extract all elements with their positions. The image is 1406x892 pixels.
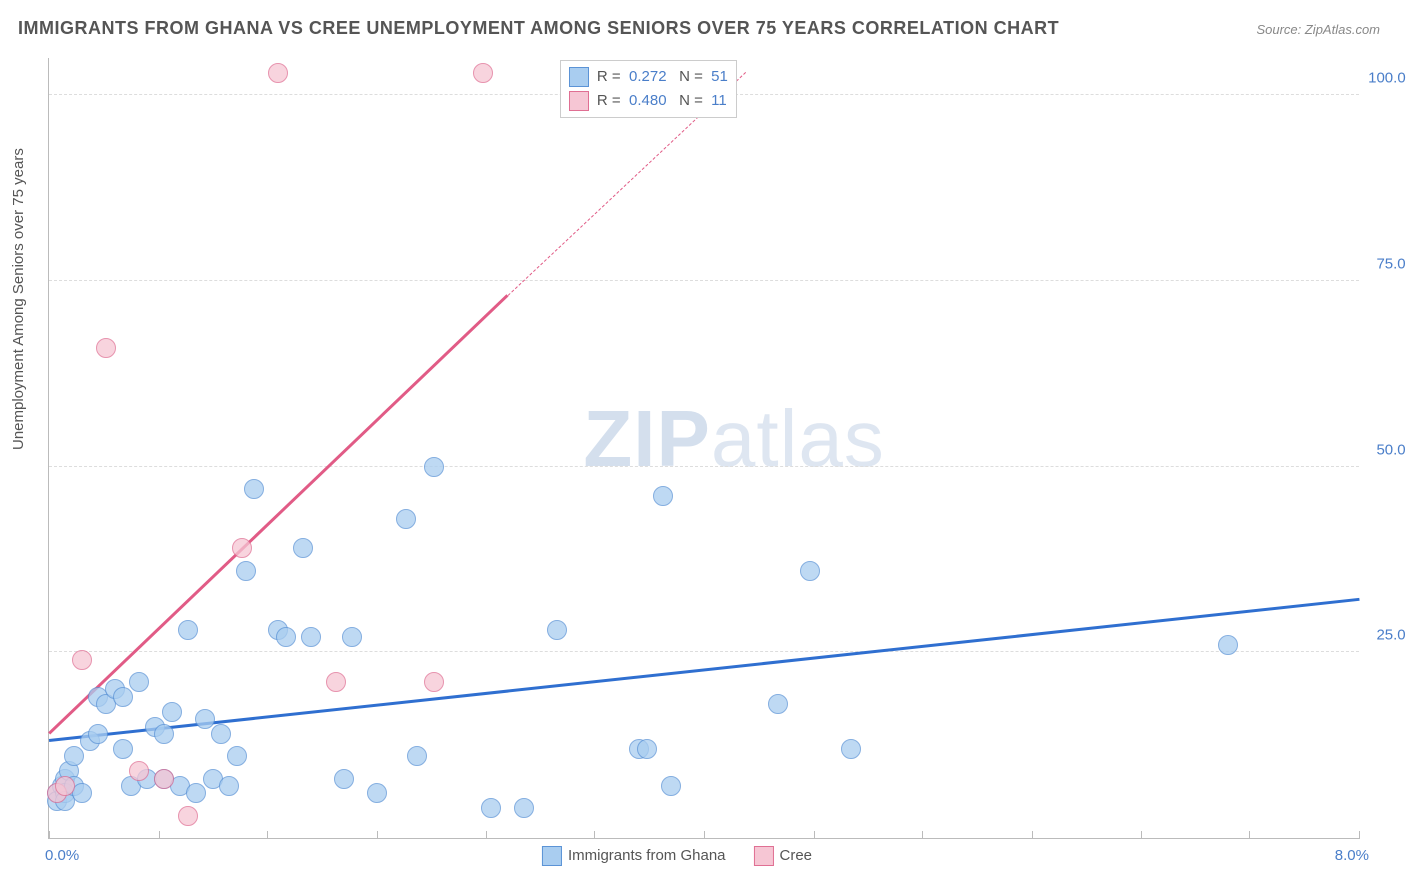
data-point bbox=[72, 650, 92, 670]
y-tick-label: 25.0% bbox=[1376, 627, 1406, 644]
data-point bbox=[88, 724, 108, 744]
data-point bbox=[293, 538, 313, 558]
data-point bbox=[342, 627, 362, 647]
data-point bbox=[178, 806, 198, 826]
x-tick bbox=[159, 831, 160, 839]
scatter-plot-area: ZIPatlas 25.0%50.0%75.0%100.0%0.0%8.0%R … bbox=[48, 58, 1359, 839]
trend-line bbox=[49, 598, 1359, 742]
data-point bbox=[396, 509, 416, 529]
data-point bbox=[154, 769, 174, 789]
x-tick bbox=[267, 831, 268, 839]
data-point bbox=[514, 798, 534, 818]
data-point bbox=[768, 694, 788, 714]
legend-item: Cree bbox=[754, 846, 813, 866]
data-point bbox=[227, 746, 247, 766]
legend-stats: R = 0.272 N = 51 bbox=[597, 65, 728, 89]
x-tick bbox=[486, 831, 487, 839]
legend-stats: R = 0.480 N = 11 bbox=[597, 89, 727, 113]
data-point bbox=[113, 739, 133, 759]
gridline bbox=[49, 651, 1359, 652]
legend-swatch bbox=[569, 67, 589, 87]
gridline bbox=[49, 466, 1359, 467]
x-tick bbox=[1032, 831, 1033, 839]
y-tick-label: 75.0% bbox=[1376, 255, 1406, 272]
data-point bbox=[424, 457, 444, 477]
x-tick bbox=[922, 831, 923, 839]
data-point bbox=[800, 561, 820, 581]
y-tick-label: 50.0% bbox=[1376, 441, 1406, 458]
legend-swatch bbox=[754, 846, 774, 866]
data-point bbox=[211, 724, 231, 744]
data-point bbox=[1218, 635, 1238, 655]
x-tick bbox=[814, 831, 815, 839]
data-point bbox=[186, 783, 206, 803]
x-tick-label: 8.0% bbox=[1335, 847, 1369, 864]
data-point bbox=[244, 479, 264, 499]
x-tick bbox=[594, 831, 595, 839]
data-point bbox=[232, 538, 252, 558]
x-tick bbox=[49, 831, 50, 839]
data-point bbox=[178, 620, 198, 640]
data-point bbox=[473, 63, 493, 83]
data-point bbox=[301, 627, 321, 647]
chart-title: IMMIGRANTS FROM GHANA VS CREE UNEMPLOYME… bbox=[18, 18, 1059, 39]
data-point bbox=[195, 709, 215, 729]
series-legend: Immigrants from Ghana Cree bbox=[542, 846, 812, 866]
data-point bbox=[64, 746, 84, 766]
data-point bbox=[841, 739, 861, 759]
data-point bbox=[547, 620, 567, 640]
source-citation: Source: ZipAtlas.com bbox=[1256, 22, 1380, 37]
x-tick bbox=[1141, 831, 1142, 839]
x-tick bbox=[1359, 831, 1360, 839]
data-point bbox=[481, 798, 501, 818]
data-point bbox=[407, 746, 427, 766]
legend-item: Immigrants from Ghana bbox=[542, 846, 726, 866]
y-axis-label: Unemployment Among Seniors over 75 years bbox=[10, 148, 27, 450]
data-point bbox=[96, 338, 116, 358]
watermark: ZIPatlas bbox=[583, 393, 884, 485]
data-point bbox=[113, 687, 133, 707]
data-point bbox=[219, 776, 239, 796]
legend-label: Immigrants from Ghana bbox=[568, 847, 726, 864]
x-tick bbox=[377, 831, 378, 839]
data-point bbox=[162, 702, 182, 722]
data-point bbox=[367, 783, 387, 803]
x-tick bbox=[1249, 831, 1250, 839]
data-point bbox=[154, 724, 174, 744]
data-point bbox=[326, 672, 346, 692]
legend-swatch bbox=[569, 91, 589, 111]
data-point bbox=[653, 486, 673, 506]
data-point bbox=[268, 63, 288, 83]
data-point bbox=[129, 672, 149, 692]
data-point bbox=[129, 761, 149, 781]
x-tick bbox=[704, 831, 705, 839]
correlation-legend: R = 0.272 N = 51R = 0.480 N = 11 bbox=[560, 60, 737, 118]
data-point bbox=[55, 776, 75, 796]
x-tick-label: 0.0% bbox=[45, 847, 79, 864]
data-point bbox=[276, 627, 296, 647]
data-point bbox=[637, 739, 657, 759]
trend-line bbox=[48, 294, 508, 734]
data-point bbox=[236, 561, 256, 581]
legend-label: Cree bbox=[780, 847, 813, 864]
data-point bbox=[334, 769, 354, 789]
legend-swatch bbox=[542, 846, 562, 866]
data-point bbox=[661, 776, 681, 796]
gridline bbox=[49, 280, 1359, 281]
y-tick-label: 100.0% bbox=[1368, 70, 1406, 87]
data-point bbox=[424, 672, 444, 692]
